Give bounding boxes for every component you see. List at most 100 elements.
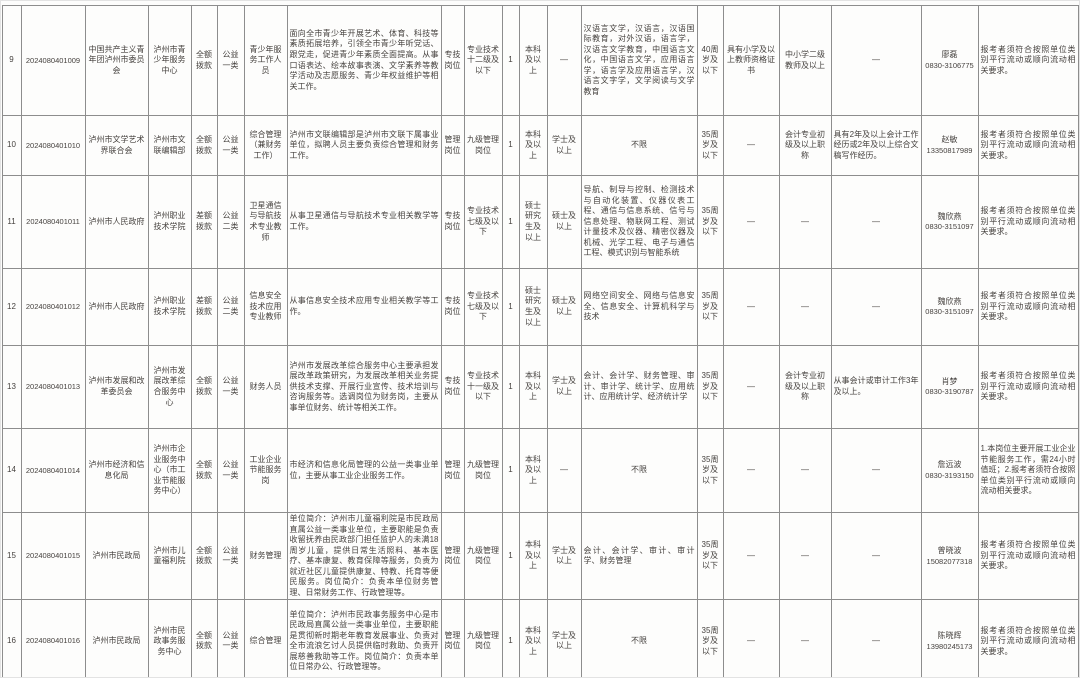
contact-name: 魏欣燕 — [937, 296, 962, 306]
table-row: 15 2024080401015 泸州市民政局 泸州市儿童福利院 全额拨款 公益一类 财务管… — [1, 511, 1079, 601]
contact-name: 廖磊 — [941, 50, 958, 60]
contact-phone: 0830-3106775 — [925, 60, 974, 70]
cell-post_type: 管理岗位 — [440, 428, 465, 513]
cell-desc: 泸州市发展改革综合服务中心主要承担发展改革政策研究，为发展改革相关业务提供技术支… — [286, 345, 442, 429]
cell-contact: 魏欣燕 0830-3151097 — [920, 268, 979, 346]
cell-post_type: 管理岗位 — [440, 599, 465, 677]
cell-post: 青少年服务工作人员 — [243, 5, 288, 116]
cell-funding: 全额拨款 — [190, 511, 218, 601]
cell-contact: 肖梦 0830-3190787 — [920, 345, 979, 429]
cell-contact: 詹远波 0830-3193150 — [920, 428, 979, 513]
cell-remark: 1.本岗位主要开展工业企业节能服务工作，需24小时值班；2.报考者须符合按照单位… — [977, 428, 1079, 513]
cell-desc: 泸州市文联编辑部是泸州市文联下属事业单位，拟聘人员主要负责综合管理和财务工作。 — [286, 115, 442, 176]
cell-post_level: 专业技术七级及以下 — [463, 268, 503, 346]
cell-post: 综合管理（兼财务工作） — [243, 115, 288, 176]
contact-name: 赵敏 — [941, 135, 958, 145]
cell-majors: 会计、会计学、审计、审计学、财务管理 — [580, 511, 698, 601]
cell-title: 中小学二级教师及以上 — [778, 5, 832, 116]
cell-education: 本科及以上 — [518, 511, 548, 601]
cell-count: 1 — [501, 115, 520, 176]
cell-code: 2024080401016 — [20, 599, 86, 677]
cell-education: 硕士研究生及以上 — [518, 268, 548, 346]
table-row: 13 2024080401013 泸州市发展和改革委员会 泸州市发展改革综合服务中心全… — [1, 345, 1079, 429]
cell-desc: 面向全市青少年开展艺术、体育、科技等素质拓展培养，引领全市青少年听党话、跟党走，… — [286, 5, 442, 116]
job-table-body: 9 2024080401009 中国共产主义青年团泸州市委员会 泸州市青少年服务中心全… — [1, 5, 1079, 677]
cell-age: 35周岁及以下 — [696, 268, 724, 346]
contact-phone: 0830-3151097 — [925, 307, 974, 317]
cell-count: 1 — [501, 5, 520, 116]
cell-dept: 泸州市人民政府 — [84, 268, 149, 346]
cell-contact: 赵敏 13350817989 — [920, 115, 979, 176]
cell-funding: 全额拨款 — [190, 345, 218, 429]
contact-phone: 13980245173 — [926, 641, 973, 651]
cell-post_type: 专技岗位 — [440, 175, 465, 269]
cell-cert: — — [722, 175, 780, 269]
cell-majors: 不限 — [580, 428, 698, 513]
cell-age: 35周岁及以下 — [696, 345, 724, 429]
cell-majors: 会计、会计学、财务管理、审计、审计学、统计学、应用统计、应用统计学、经济统计学 — [580, 345, 698, 429]
cell-remark: 报考者须符合按照单位类别平行流动或顺向流动相关要求。 — [977, 175, 1079, 269]
cell-count: 1 — [501, 511, 520, 601]
table-row: 12 2024080401012 泸州市人民政府 泸州职业技术学院 差额拨款 公益二类 信息… — [1, 268, 1079, 346]
table-row: 11 2024080401011 泸州市人民政府 泸州职业技术学院 差额拨款 公益二类 卫星… — [1, 175, 1079, 269]
cell-unit: 泸州市民政事务服务中心 — [147, 599, 192, 677]
cell-other: — — [830, 599, 922, 677]
cell-dept: 泸州市人民政府 — [84, 175, 149, 269]
cell-cert: — — [722, 428, 780, 513]
cell-other: — — [830, 511, 922, 601]
cell-contact: 曾晓波 15082077318 — [920, 511, 979, 601]
cell-degree: 学士及以上 — [546, 345, 582, 429]
cell-age: 35周岁及以下 — [696, 115, 724, 176]
cell-contact: 廖磊 0830-3106775 — [920, 5, 979, 116]
cell-category: 公益二类 — [216, 175, 245, 269]
cell-seq: 11 — [1, 175, 22, 269]
cell-funding: 全额拨款 — [190, 5, 218, 116]
cell-desc: 单位简介：泸州市民政事务服务中心是市民政局直属公益一类事业单位，主要职能是贯彻新… — [286, 599, 442, 677]
cell-title: 会计专业初级及以上职称 — [778, 115, 832, 176]
cell-majors: 不限 — [580, 599, 698, 677]
cell-majors: 不限 — [580, 115, 698, 176]
cell-dept: 中国共产主义青年团泸州市委员会 — [84, 5, 149, 116]
cell-code: 2024080401010 — [20, 115, 86, 176]
cell-other: 从事会计或审计工作3年及以上。 — [830, 345, 922, 429]
cell-education: 硕士研究生及以上 — [518, 175, 548, 269]
cell-unit: 泸州市青少年服务中心 — [147, 5, 192, 116]
cell-post_type: 管理岗位 — [440, 511, 465, 601]
cell-cert: — — [722, 268, 780, 346]
cell-seq: 16 — [1, 599, 22, 677]
cell-seq: 10 — [1, 115, 22, 176]
cell-unit: 泸州市文联编辑部 — [147, 115, 192, 176]
cell-title: — — [778, 175, 832, 269]
cell-title: — — [778, 599, 832, 677]
cell-age: 35周岁及以下 — [696, 599, 724, 677]
cell-contact: 陈晓辉 13980245173 — [920, 599, 979, 677]
cell-funding: 差额拨款 — [190, 175, 218, 269]
cell-age: 40周岁及以下 — [696, 5, 724, 116]
cell-category: 公益一类 — [216, 428, 245, 513]
cell-post_type: 管理岗位 — [440, 115, 465, 176]
contact-phone: 15082077318 — [926, 556, 973, 566]
cell-post: 信息安全技术应用专业教师 — [243, 268, 288, 346]
cell-title: 会计专业初级及以上职称 — [778, 345, 832, 429]
cell-code: 2024080401011 — [20, 175, 86, 269]
cell-unit: 泸州市发展改革综合服务中心 — [147, 345, 192, 429]
cell-post: 财务管理 — [243, 511, 288, 601]
cell-code: 2024080401014 — [20, 428, 86, 513]
cell-seq: 15 — [1, 511, 22, 601]
cell-education: 本科及以上 — [518, 115, 548, 176]
table-row: 9 2024080401009 中国共产主义青年团泸州市委员会 泸州市青少年服务中心全… — [1, 5, 1079, 116]
contact-phone: 0830-3190787 — [925, 387, 974, 397]
cell-other: — — [830, 268, 922, 346]
cell-seq: 13 — [1, 345, 22, 429]
cell-majors: 汉语言文学，汉语言，汉语国际教育，对外汉语，语言学，汉语言文学教育，中国语言文化… — [580, 5, 698, 116]
cell-funding: 全额拨款 — [190, 599, 218, 677]
contact-name: 陈晓辉 — [937, 631, 962, 641]
cell-dept: 泸州市民政局 — [84, 511, 149, 601]
contact-phone: 0830-3193150 — [925, 470, 974, 480]
cell-seq: 14 — [1, 428, 22, 513]
cell-age: 35周岁及以下 — [696, 511, 724, 601]
cell-code: 2024080401013 — [20, 345, 86, 429]
contact-name: 肖梦 — [941, 376, 958, 386]
cell-category: 公益一类 — [216, 511, 245, 601]
cell-post_level: 专业技术七级及以下 — [463, 175, 503, 269]
